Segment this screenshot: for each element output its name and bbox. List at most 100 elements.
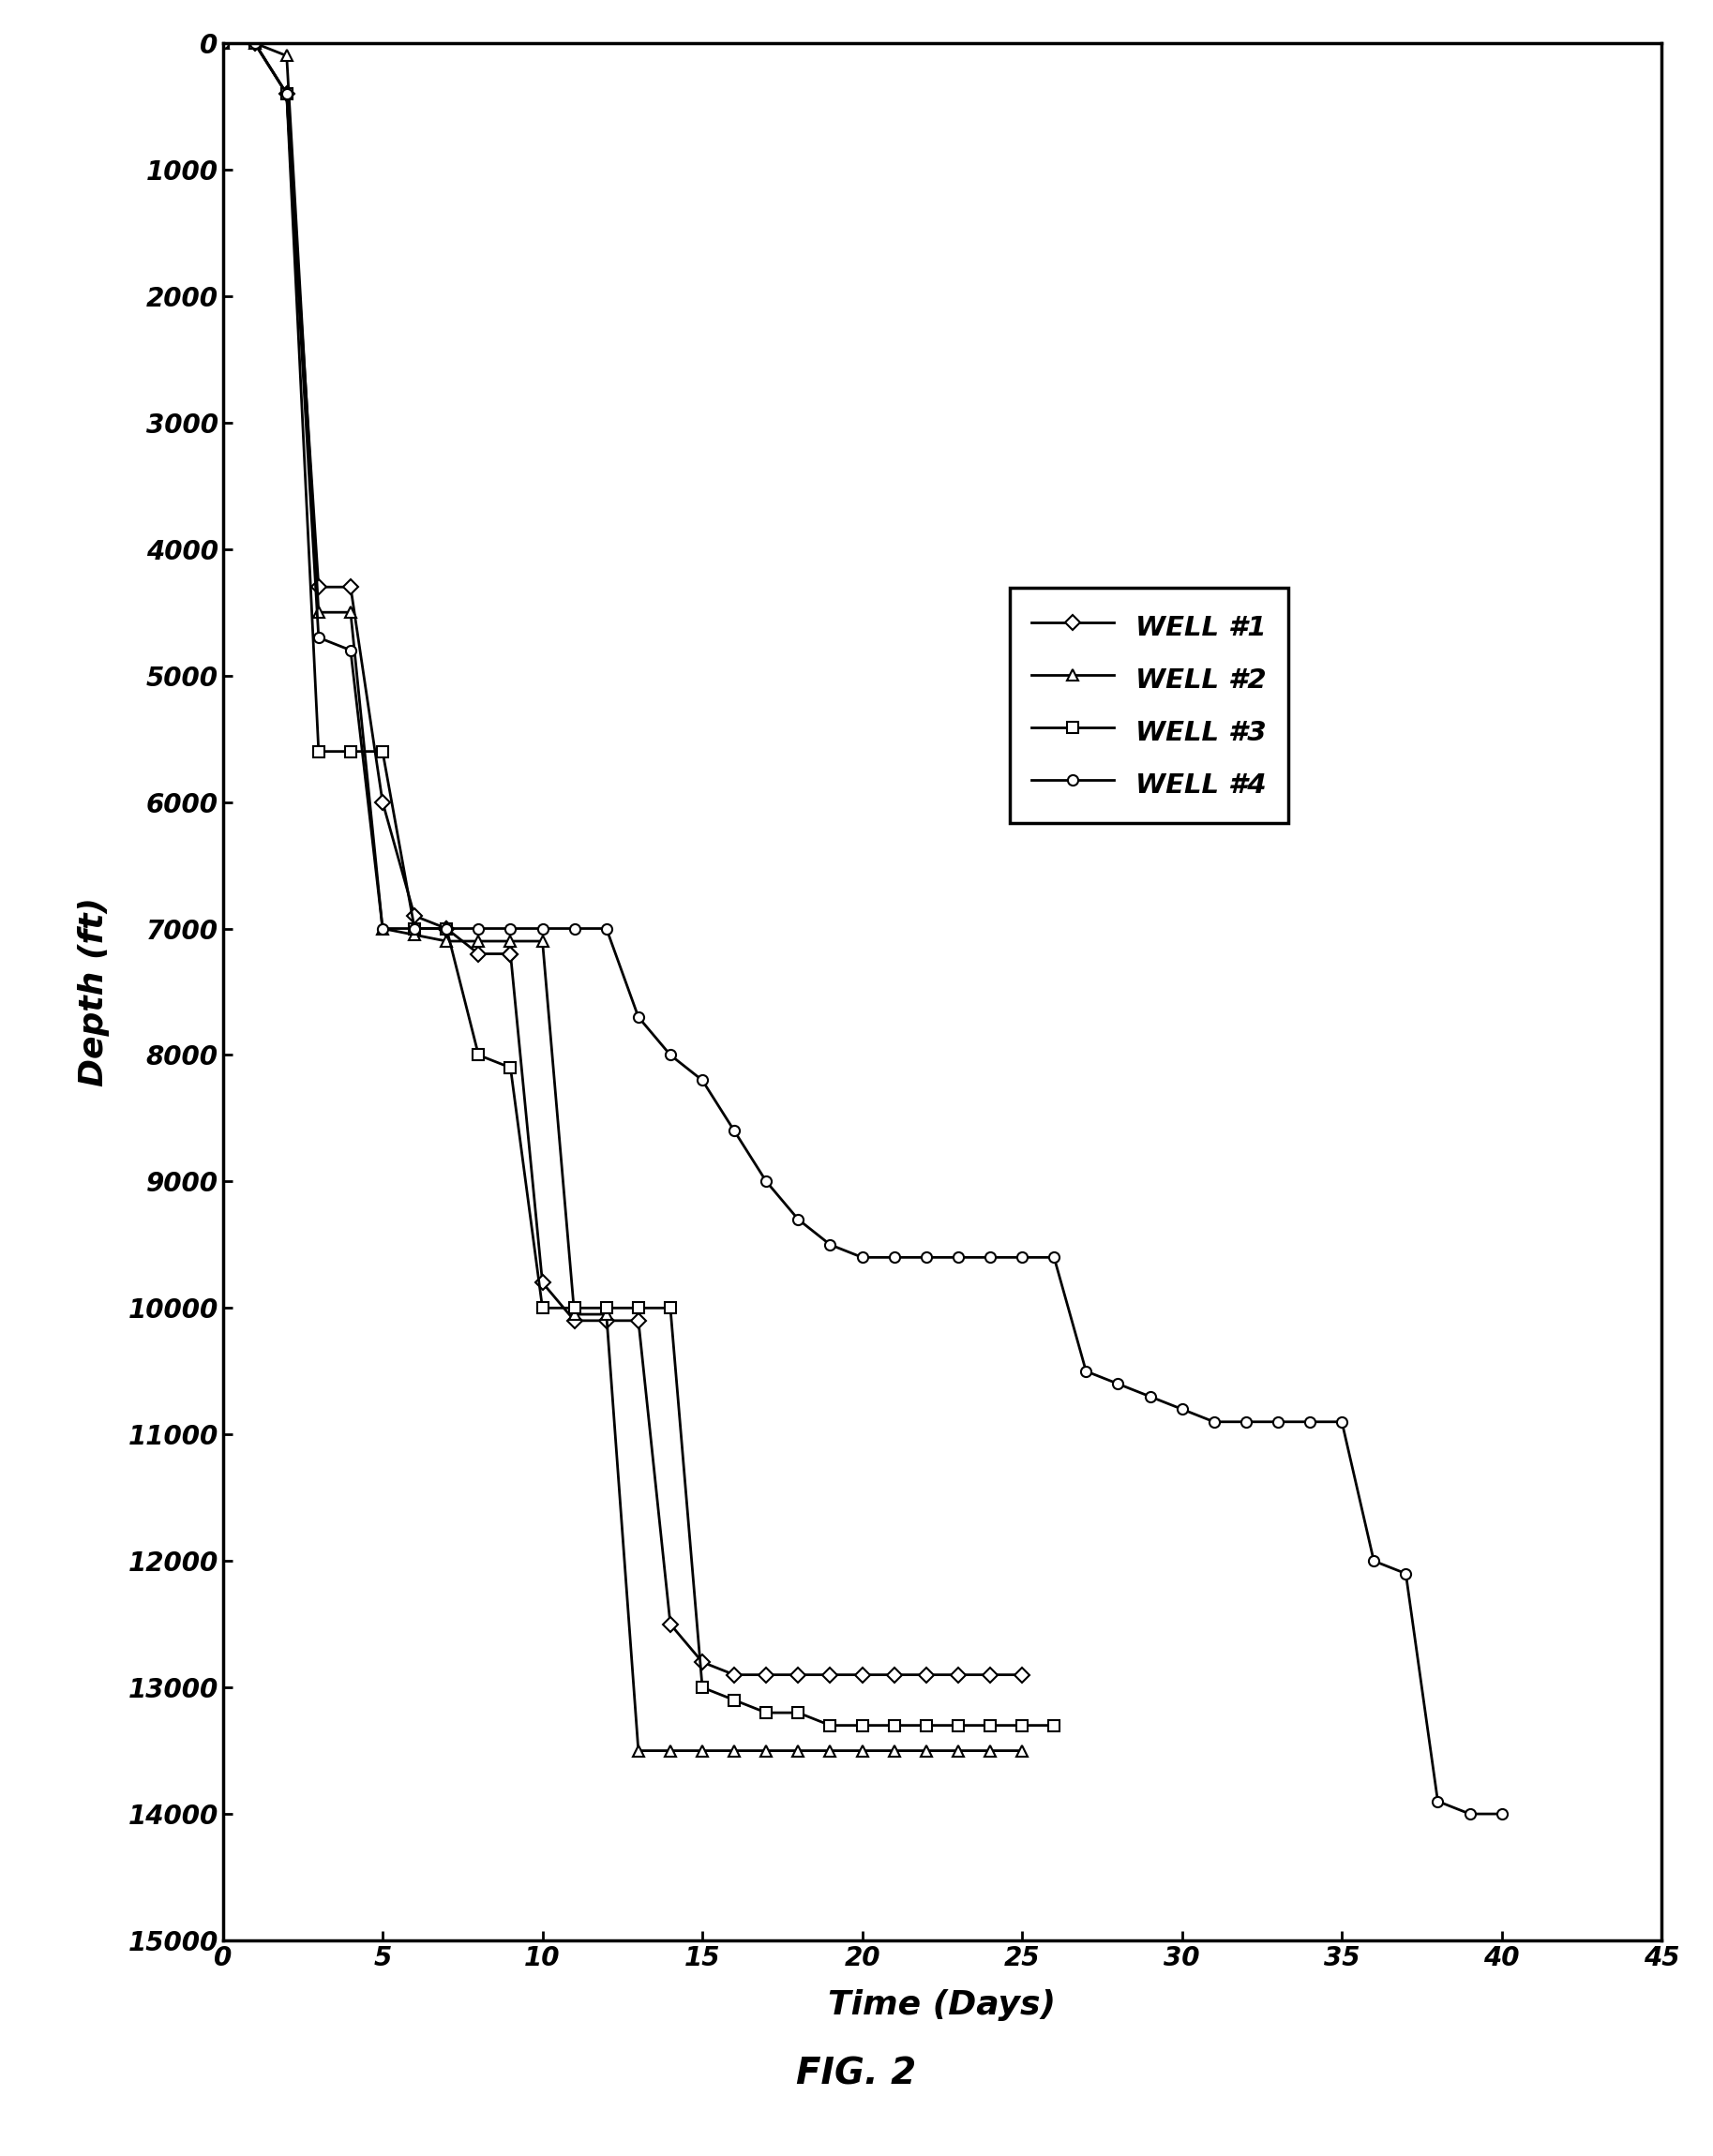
WELL #2: [947, 1738, 968, 1764]
WELL #3: [437, 916, 457, 942]
WELL #4: [629, 1005, 649, 1031]
WELL #2: [596, 1302, 617, 1328]
WELL #2: [245, 30, 266, 56]
WELL #1: [533, 1270, 553, 1296]
WELL #4: [308, 625, 329, 651]
X-axis label: Time (Days): Time (Days): [827, 1990, 1057, 2022]
WELL #4: [1427, 1787, 1447, 1813]
WELL #3: [916, 1712, 937, 1738]
WELL #2: [341, 599, 361, 625]
WELL #2: [404, 923, 425, 949]
WELL #2: [437, 929, 457, 955]
WELL #4: [341, 638, 361, 664]
WELL #4: [821, 1231, 841, 1257]
WELL #1: [725, 1662, 745, 1688]
WELL #3: [468, 1041, 488, 1067]
WELL #1: [276, 80, 296, 106]
WELL #3: [533, 1296, 553, 1322]
WELL #4: [884, 1244, 904, 1270]
WELL #3: [851, 1712, 872, 1738]
WELL #1: [692, 1649, 713, 1675]
WELL #3: [341, 740, 361, 765]
WELL #1: [437, 916, 457, 942]
WELL #3: [308, 740, 329, 765]
WELL #4: [1043, 1244, 1064, 1270]
WELL #3: [1043, 1712, 1064, 1738]
Line: WELL #2: WELL #2: [218, 39, 1028, 1755]
WELL #4: [1459, 1800, 1480, 1826]
WELL #1: [884, 1662, 904, 1688]
WELL #2: [660, 1738, 680, 1764]
Y-axis label: Depth (ft): Depth (ft): [77, 897, 110, 1087]
WELL #3: [725, 1688, 745, 1714]
WELL #2: [821, 1738, 841, 1764]
WELL #2: [500, 929, 521, 955]
WELL #3: [500, 1054, 521, 1080]
WELL #4: [660, 1041, 680, 1067]
WELL #4: [1108, 1371, 1129, 1397]
WELL #2: [629, 1738, 649, 1764]
WELL #3: [755, 1699, 776, 1725]
WELL #1: [1012, 1662, 1033, 1688]
WELL #3: [212, 30, 233, 56]
WELL #1: [916, 1662, 937, 1688]
Line: WELL #3: WELL #3: [218, 39, 1059, 1731]
WELL #3: [884, 1712, 904, 1738]
WELL #3: [1012, 1712, 1033, 1738]
WELL #2: [308, 599, 329, 625]
WELL #1: [564, 1309, 584, 1335]
WELL #1: [755, 1662, 776, 1688]
WELL #2: [755, 1738, 776, 1764]
WELL #2: [980, 1738, 1000, 1764]
WELL #3: [245, 30, 266, 56]
WELL #4: [1076, 1358, 1096, 1384]
WELL #1: [821, 1662, 841, 1688]
WELL #2: [884, 1738, 904, 1764]
WELL #4: [372, 916, 392, 942]
WELL #4: [1300, 1408, 1321, 1434]
WELL #4: [1172, 1397, 1192, 1423]
WELL #4: [564, 916, 584, 942]
WELL #4: [1492, 1800, 1513, 1826]
WELL #4: [276, 80, 296, 106]
WELL #2: [372, 916, 392, 942]
WELL #1: [596, 1309, 617, 1335]
WELL #2: [564, 1302, 584, 1328]
WELL #4: [1204, 1408, 1225, 1434]
WELL #4: [725, 1119, 745, 1145]
WELL #3: [596, 1296, 617, 1322]
WELL #3: [821, 1712, 841, 1738]
WELL #2: [212, 30, 233, 56]
WELL #1: [212, 30, 233, 56]
WELL #4: [533, 916, 553, 942]
WELL #1: [500, 940, 521, 966]
WELL #4: [788, 1207, 809, 1233]
WELL #3: [980, 1712, 1000, 1738]
WELL #1: [629, 1309, 649, 1335]
WELL #2: [916, 1738, 937, 1764]
WELL #4: [245, 30, 266, 56]
WELL #4: [596, 916, 617, 942]
WELL #1: [372, 789, 392, 815]
WELL #1: [341, 573, 361, 599]
WELL #4: [1235, 1408, 1256, 1434]
WELL #4: [437, 916, 457, 942]
Line: WELL #1: WELL #1: [218, 39, 1028, 1680]
WELL #4: [1268, 1408, 1288, 1434]
WELL #1: [788, 1662, 809, 1688]
WELL #4: [851, 1244, 872, 1270]
WELL #2: [788, 1738, 809, 1764]
WELL #4: [692, 1067, 713, 1093]
WELL #4: [404, 916, 425, 942]
WELL #4: [916, 1244, 937, 1270]
Legend: WELL #1, WELL #2, WELL #3, WELL #4: WELL #1, WELL #2, WELL #3, WELL #4: [1009, 589, 1288, 824]
WELL #3: [660, 1296, 680, 1322]
WELL #3: [372, 740, 392, 765]
WELL #3: [692, 1675, 713, 1701]
WELL #3: [404, 916, 425, 942]
WELL #4: [1331, 1408, 1352, 1434]
WELL #2: [851, 1738, 872, 1764]
WELL #1: [404, 903, 425, 929]
WELL #2: [468, 929, 488, 955]
WELL #3: [947, 1712, 968, 1738]
